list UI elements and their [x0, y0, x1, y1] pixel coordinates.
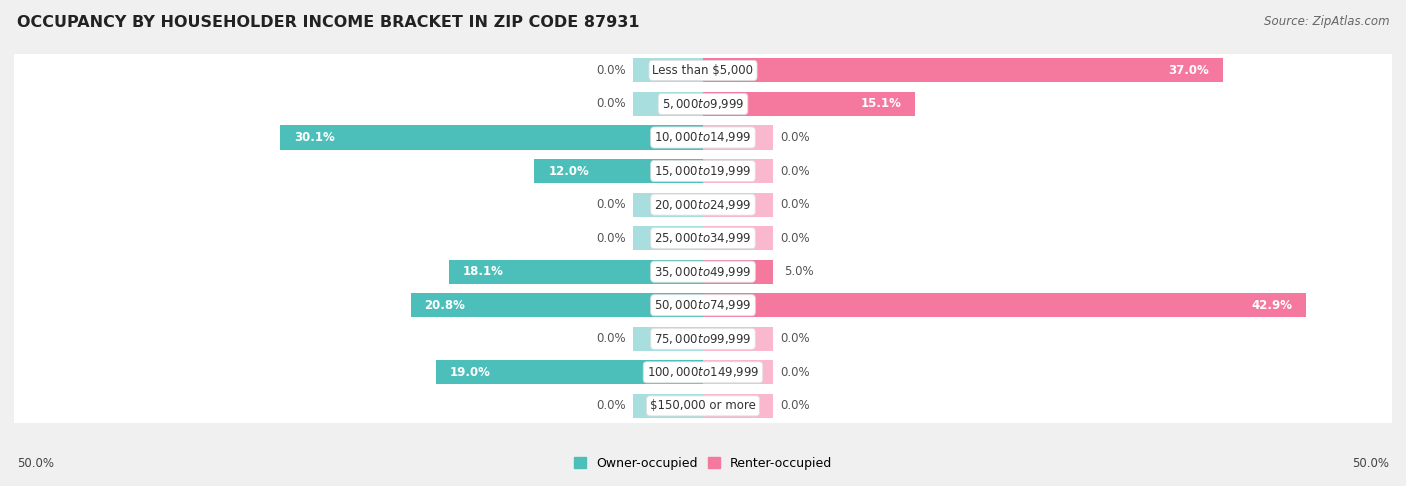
Bar — [703, 125, 773, 150]
Bar — [14, 221, 1392, 255]
Text: 0.0%: 0.0% — [780, 198, 810, 211]
Text: Less than $5,000: Less than $5,000 — [652, 64, 754, 77]
Bar — [534, 159, 703, 183]
Bar — [633, 58, 703, 83]
Bar — [703, 327, 773, 351]
Text: 19.0%: 19.0% — [450, 366, 491, 379]
Bar — [14, 289, 1392, 322]
Bar — [703, 159, 773, 183]
Bar — [14, 188, 1392, 221]
Bar — [633, 327, 703, 351]
Bar — [14, 322, 1392, 356]
Text: $20,000 to $24,999: $20,000 to $24,999 — [654, 198, 752, 211]
Text: $35,000 to $49,999: $35,000 to $49,999 — [654, 265, 752, 278]
Text: 0.0%: 0.0% — [596, 98, 626, 110]
Bar — [703, 58, 1223, 83]
Text: Source: ZipAtlas.com: Source: ZipAtlas.com — [1264, 15, 1389, 28]
Bar — [703, 260, 773, 284]
Bar — [449, 260, 703, 284]
Bar — [703, 192, 773, 217]
Text: 0.0%: 0.0% — [780, 165, 810, 177]
Bar — [633, 394, 703, 418]
Text: 0.0%: 0.0% — [780, 332, 810, 345]
Text: 0.0%: 0.0% — [596, 232, 626, 244]
Bar — [14, 255, 1392, 289]
Text: $100,000 to $149,999: $100,000 to $149,999 — [647, 365, 759, 380]
Bar — [703, 360, 773, 384]
Text: 0.0%: 0.0% — [780, 131, 810, 144]
Bar — [411, 293, 703, 317]
Text: 50.0%: 50.0% — [17, 457, 53, 470]
Text: 5.0%: 5.0% — [785, 265, 814, 278]
Legend: Owner-occupied, Renter-occupied: Owner-occupied, Renter-occupied — [568, 452, 838, 475]
Text: 12.0%: 12.0% — [548, 165, 589, 177]
Text: 0.0%: 0.0% — [780, 366, 810, 379]
Text: 15.1%: 15.1% — [860, 98, 901, 110]
Text: 0.0%: 0.0% — [596, 332, 626, 345]
Bar — [633, 192, 703, 217]
Text: 50.0%: 50.0% — [1353, 457, 1389, 470]
Text: 0.0%: 0.0% — [780, 232, 810, 244]
Text: $5,000 to $9,999: $5,000 to $9,999 — [662, 97, 744, 111]
Text: $150,000 or more: $150,000 or more — [650, 399, 756, 413]
Text: 30.1%: 30.1% — [294, 131, 335, 144]
Bar — [280, 125, 703, 150]
Bar — [14, 87, 1392, 121]
Text: $75,000 to $99,999: $75,000 to $99,999 — [654, 332, 752, 346]
Text: 0.0%: 0.0% — [780, 399, 810, 413]
Bar — [703, 293, 1306, 317]
Bar — [14, 154, 1392, 188]
Text: 37.0%: 37.0% — [1168, 64, 1209, 77]
Bar — [436, 360, 703, 384]
Bar — [14, 121, 1392, 154]
Text: $10,000 to $14,999: $10,000 to $14,999 — [654, 131, 752, 144]
Bar — [14, 356, 1392, 389]
Text: 18.1%: 18.1% — [463, 265, 503, 278]
Bar — [633, 92, 703, 116]
Text: 20.8%: 20.8% — [425, 299, 465, 312]
Text: $25,000 to $34,999: $25,000 to $34,999 — [654, 231, 752, 245]
Bar — [703, 394, 773, 418]
Bar — [703, 226, 773, 250]
Bar — [14, 53, 1392, 87]
Bar — [633, 226, 703, 250]
Text: 0.0%: 0.0% — [596, 399, 626, 413]
Text: $15,000 to $19,999: $15,000 to $19,999 — [654, 164, 752, 178]
Bar — [703, 92, 915, 116]
Bar — [14, 389, 1392, 423]
Text: 0.0%: 0.0% — [596, 198, 626, 211]
Text: 42.9%: 42.9% — [1251, 299, 1292, 312]
Text: OCCUPANCY BY HOUSEHOLDER INCOME BRACKET IN ZIP CODE 87931: OCCUPANCY BY HOUSEHOLDER INCOME BRACKET … — [17, 15, 640, 30]
Text: 0.0%: 0.0% — [596, 64, 626, 77]
Text: $50,000 to $74,999: $50,000 to $74,999 — [654, 298, 752, 312]
